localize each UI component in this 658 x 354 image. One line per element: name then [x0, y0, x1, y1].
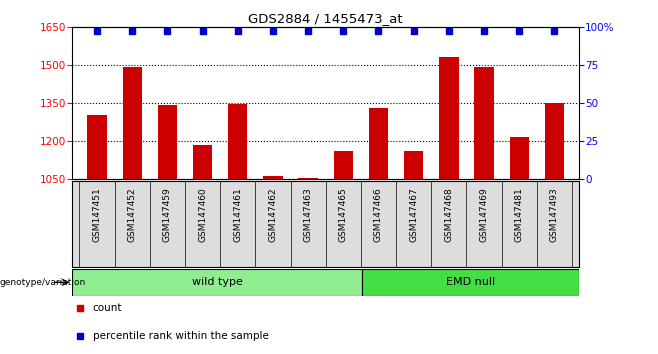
Bar	[362, 269, 579, 296]
Text: GSM147462: GSM147462	[268, 188, 278, 242]
Text: GSM147481: GSM147481	[515, 188, 524, 242]
Text: count: count	[93, 303, 122, 313]
Bar	[72, 269, 362, 296]
Text: GSM147467: GSM147467	[409, 188, 418, 242]
Text: GSM147460: GSM147460	[198, 188, 207, 242]
Bar	[88, 115, 107, 179]
Text: GSM147463: GSM147463	[303, 188, 313, 242]
Bar	[545, 103, 564, 179]
Bar	[509, 137, 529, 179]
Text: percentile rank within the sample: percentile rank within the sample	[93, 331, 268, 341]
Text: GSM147459: GSM147459	[163, 188, 172, 242]
Text: GSM147469: GSM147469	[480, 188, 488, 242]
Bar	[299, 177, 318, 179]
Text: GSM147451: GSM147451	[93, 188, 101, 242]
Title: GDS2884 / 1455473_at: GDS2884 / 1455473_at	[249, 12, 403, 25]
Text: GSM147466: GSM147466	[374, 188, 383, 242]
Bar	[439, 57, 459, 179]
Bar	[369, 108, 388, 179]
Text: GSM147493: GSM147493	[550, 188, 559, 242]
Text: GSM147452: GSM147452	[128, 188, 137, 242]
Bar	[334, 151, 353, 179]
Bar	[474, 67, 494, 179]
Text: GSM147461: GSM147461	[233, 188, 242, 242]
Bar	[263, 176, 282, 179]
Text: EMD null: EMD null	[446, 277, 495, 287]
Text: wild type: wild type	[191, 277, 243, 287]
Text: GSM147465: GSM147465	[339, 188, 348, 242]
Bar	[122, 67, 142, 179]
Text: genotype/variation: genotype/variation	[0, 278, 86, 287]
Bar	[228, 104, 247, 179]
Bar	[158, 105, 177, 179]
Bar	[404, 151, 423, 179]
Text: GSM147468: GSM147468	[444, 188, 453, 242]
Bar	[193, 144, 213, 179]
